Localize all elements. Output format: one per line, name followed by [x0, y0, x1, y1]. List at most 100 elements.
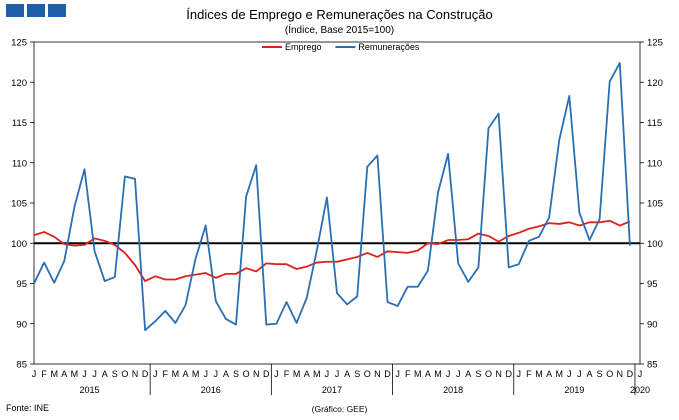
x-month-label: S	[597, 369, 603, 379]
x-month-label: M	[555, 369, 563, 379]
y-tick-label-right: 125	[647, 38, 663, 49]
x-year-label: 2019	[564, 385, 584, 395]
x-month-label: F	[163, 369, 169, 379]
x-year-label: 2017	[322, 385, 342, 395]
y-tick-label-right: 85	[647, 360, 658, 371]
x-month-label: N	[495, 369, 502, 379]
x-month-label: J	[335, 369, 340, 379]
series-line-remuneracoes	[33, 62, 631, 332]
x-month-label: D	[384, 369, 391, 379]
y-tick-label-left: 115	[12, 118, 27, 129]
x-month-label: N	[132, 369, 139, 379]
x-month-label: S	[475, 369, 481, 379]
x-year-label: 2020	[630, 385, 650, 395]
logo-square	[48, 4, 66, 17]
legend: Emprego Remunerações	[262, 42, 420, 52]
x-month-label: O	[243, 369, 250, 379]
grid-lines	[33, 41, 641, 365]
y-tick-label-right: 120	[647, 78, 663, 89]
x-year-label: 2016	[201, 385, 221, 395]
x-month-label: J	[577, 369, 582, 379]
x-year-label: 2018	[443, 385, 463, 395]
x-month-label: A	[304, 369, 310, 379]
x-month-label: F	[41, 369, 47, 379]
x-month-label: A	[425, 369, 431, 379]
x-month-label: M	[71, 369, 79, 379]
chart-credit: (Gráfico: GEE)	[311, 404, 368, 414]
x-month-label: M	[434, 369, 442, 379]
x-month-label: D	[142, 369, 149, 379]
x-month-label: D	[627, 369, 634, 379]
x-month-label: J	[446, 369, 451, 379]
chart-subtitle: (Índice, Base 2015=100)	[284, 25, 395, 36]
legend-label: Emprego	[285, 42, 322, 52]
y-axis-left: 85 90 95 100 105 110 115 120 125	[11, 38, 34, 371]
series-line-emprego	[33, 219, 631, 282]
x-month-label: M	[192, 369, 200, 379]
x-month-label: A	[344, 369, 350, 379]
x-month-label: J	[153, 369, 158, 379]
y-tick-label-left: 85	[16, 360, 27, 371]
x-month-label: F	[405, 369, 411, 379]
x-month-label: J	[456, 369, 461, 379]
x-month-label: A	[546, 369, 552, 379]
plot-frame	[33, 41, 641, 365]
y-tick-label-right: 105	[647, 199, 663, 210]
x-month-label: N	[374, 369, 381, 379]
x-month-label: J	[32, 369, 37, 379]
y-tick-label-left: 125	[11, 38, 27, 49]
x-month-label: A	[182, 369, 188, 379]
y-tick-label-left: 105	[11, 199, 27, 210]
ine-logo-icon	[6, 4, 66, 17]
x-month-label: D	[263, 369, 270, 379]
y-tick-label-left: 100	[11, 239, 27, 250]
source-note: Fonte: INE	[6, 403, 50, 413]
x-month-label: J	[638, 369, 643, 379]
x-month-label: M	[414, 369, 422, 379]
x-month-label: M	[293, 369, 301, 379]
x-month-label: O	[121, 369, 128, 379]
x-month-label: J	[567, 369, 572, 379]
x-month-label: O	[485, 369, 492, 379]
x-month-label: S	[112, 369, 118, 379]
x-month-label: F	[526, 369, 532, 379]
y-tick-label-left: 120	[11, 78, 27, 89]
legend-label: Remunerações	[358, 42, 420, 52]
x-month-label: N	[617, 369, 624, 379]
chart-title: Índices de Emprego e Remunerações na Con…	[186, 7, 493, 22]
x-month-label: S	[233, 369, 239, 379]
x-month-label: A	[586, 369, 592, 379]
x-month-label: J	[203, 369, 208, 379]
y-tick-label-right: 115	[647, 118, 662, 129]
x-month-label: J	[92, 369, 97, 379]
y-tick-label-right: 90	[647, 319, 658, 330]
x-month-label: J	[395, 369, 400, 379]
x-month-label: A	[465, 369, 471, 379]
x-month-label: A	[223, 369, 229, 379]
y-tick-label-left: 95	[16, 279, 27, 290]
y-tick-label-left: 110	[12, 158, 27, 169]
x-month-label: J	[517, 369, 522, 379]
x-month-label: J	[325, 369, 330, 379]
x-month-label: A	[61, 369, 67, 379]
x-month-label: M	[313, 369, 321, 379]
x-month-label: J	[274, 369, 279, 379]
logo-square	[27, 4, 45, 17]
y-axis-right: 85 90 95 100 105 110 115 120 125	[640, 38, 663, 371]
x-year-label: 2015	[80, 385, 100, 395]
x-month-label: F	[284, 369, 290, 379]
x-month-label: M	[535, 369, 543, 379]
x-month-label: S	[354, 369, 360, 379]
y-tick-label-right: 95	[647, 279, 658, 290]
x-month-label: O	[364, 369, 371, 379]
x-month-label: O	[606, 369, 613, 379]
x-month-label: J	[82, 369, 87, 379]
x-month-label: A	[102, 369, 108, 379]
x-month-label: D	[505, 369, 512, 379]
x-month-label: N	[253, 369, 260, 379]
y-tick-label-right: 110	[647, 158, 662, 169]
x-month-label: M	[50, 369, 58, 379]
y-tick-label-left: 90	[16, 319, 27, 330]
